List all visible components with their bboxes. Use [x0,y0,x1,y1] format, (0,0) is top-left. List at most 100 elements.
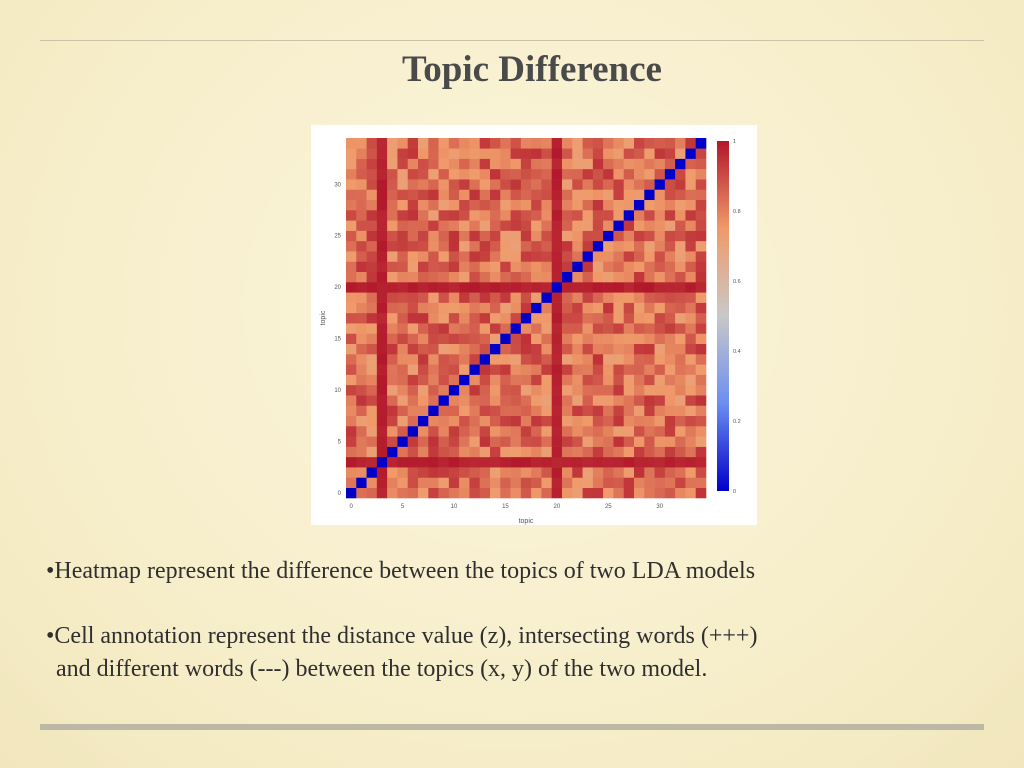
heatmap-cell [397,199,409,211]
heatmap-cell [695,333,707,345]
heatmap-cell [613,384,625,396]
heatmap-cell [346,456,357,468]
heatmap-cell [376,456,388,468]
heatmap-cell [520,210,532,221]
heatmap-cell [541,168,553,180]
heatmap-cell [613,323,625,334]
heatmap-cell [418,210,429,221]
heatmap-cell [551,230,563,242]
heatmap-cell [613,415,625,427]
heatmap-cell [490,374,501,386]
heatmap-cell [695,292,707,303]
heatmap-cell [541,374,553,386]
heatmap-cell [397,415,409,427]
heatmap-cell [644,261,655,273]
heatmap-cell [685,456,697,468]
heatmap-cell [582,210,594,221]
heatmap-cell [418,199,429,211]
heatmap-cell [613,220,625,231]
heatmap-cell [346,333,357,345]
heatmap-cell [654,312,666,324]
heatmap-cell [592,487,604,499]
heatmap-cell [387,148,398,159]
heatmap-cell [346,384,357,396]
heatmap-cell [644,364,655,375]
heatmap-cell [592,477,604,489]
heatmap-cell [551,189,563,201]
heatmap-cell [654,456,666,468]
heatmap-cell [644,384,655,396]
heatmap-cell [664,138,676,149]
heatmap-cell [448,282,460,293]
heatmap-cell [562,405,573,417]
heatmap-cell [685,138,697,149]
heatmap-cell [428,312,439,324]
heatmap-cell [623,251,635,262]
heatmap-cell [562,354,573,365]
heatmap-cell [356,302,367,314]
heatmap-cell [490,333,501,345]
heatmap-cell [428,179,439,190]
heatmap-cell [418,271,429,283]
heatmap-cell [428,446,439,458]
heatmap-cell [654,395,666,406]
heatmap-cell [634,333,645,345]
heatmap-cell [695,148,707,159]
heatmap-cell [562,199,573,211]
heatmap-cell [397,395,409,406]
heatmap-cell [346,323,357,334]
heatmap-cell [623,364,635,375]
heatmap-cell [664,251,676,262]
heatmap-cell [675,271,686,283]
heatmap-cell [551,384,563,396]
heatmap-cell [479,426,491,437]
heatmap-cell [510,384,522,396]
heatmap-cell [582,261,594,273]
heatmap-cell [500,292,511,303]
heatmap-cell [644,199,655,211]
heatmap-cell [572,240,583,252]
heatmap-cell [592,343,604,355]
heatmap-cell [346,240,357,252]
heatmap-cell [510,374,522,386]
heatmap-cell [603,251,614,262]
heatmap-cell [500,261,511,273]
heatmap-cell [613,405,625,417]
heatmap-cell [664,456,676,468]
heatmap-cell [459,384,470,396]
heatmap-cell [469,364,481,375]
heatmap-cell [407,138,419,149]
heatmap-cell [634,456,645,468]
heatmap-cell [582,333,594,345]
heatmap-cell [541,456,553,468]
heatmap-cell [654,374,666,386]
heatmap-cell [448,220,460,231]
heatmap-cell [418,354,429,365]
heatmap-cell [520,168,532,180]
heatmap-cell [623,292,635,303]
heatmap-cell [459,436,470,447]
heatmap-cell [500,148,511,159]
heatmap-cell [695,302,707,314]
heatmap-cell [448,456,460,468]
heatmap-cell [520,415,532,427]
heatmap-cell [469,199,481,211]
heatmap-cell [531,168,542,180]
heatmap-cell [407,395,419,406]
heatmap-cell [520,158,532,170]
heatmap-cell [428,333,439,345]
heatmap-cell [366,158,378,170]
heatmap-cell [644,230,655,242]
heatmap-cell [490,220,501,231]
heatmap-cell [428,415,439,427]
heatmap-cell [562,487,573,499]
heatmap-cell [469,343,481,355]
heatmap-cell [675,374,686,386]
heatmap-cell [500,158,511,170]
heatmap-cell [664,343,676,355]
heatmap-cell [346,477,357,489]
heatmap-cell [346,343,357,355]
heatmap-cell [582,148,594,159]
heatmap-cell [356,210,367,221]
heatmap-cell [346,374,357,386]
